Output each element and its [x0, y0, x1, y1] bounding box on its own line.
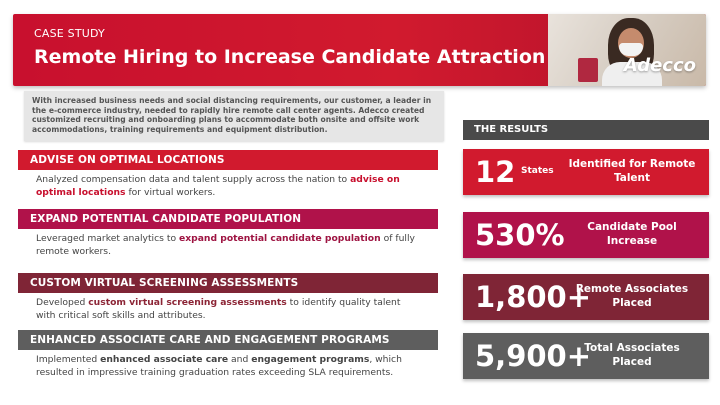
stat-description: Total Associates Placed: [584, 342, 680, 368]
section-heading-associate-care: ENHANCED ASSOCIATE CARE AND ENGAGEMENT P…: [18, 330, 438, 350]
stat-card-total-associates: 5,900+ Total Associates Placed: [463, 333, 709, 379]
shopping-bag-icon: [578, 58, 598, 82]
stat-value: 530%: [475, 218, 565, 252]
page-title: Remote Hiring to Increase Candidate Attr…: [34, 46, 546, 68]
stat-card-candidate-pool: 530% Candidate Pool Increase: [463, 212, 709, 258]
stat-value: 1,800+: [475, 280, 592, 314]
section-text-locations: Analyzed compensation data and talent su…: [36, 174, 400, 198]
section-heading-candidate-population: EXPAND POTENTIAL CANDIDATE POPULATION: [18, 209, 438, 229]
brand-logo: Adecco: [623, 55, 696, 76]
section-heading-screening: CUSTOM VIRTUAL SCREENING ASSESSMENTS: [18, 273, 438, 293]
header-photo: Adecco: [548, 14, 706, 86]
stat-unit: States: [521, 166, 554, 176]
section-text-candidate-population: Leveraged market analytics to expand pot…: [36, 233, 415, 257]
results-heading: THE RESULTS: [463, 120, 709, 140]
header-banner: CASE STUDY Remote Hiring to Increase Can…: [13, 14, 706, 86]
stat-description: Remote Associates Placed: [575, 283, 689, 309]
stat-card-remote-associates: 1,800+ Remote Associates Placed: [463, 274, 709, 320]
stat-description: Candidate Pool Increase: [587, 221, 677, 247]
stat-description: Identified for Remote Talent: [568, 158, 696, 184]
intro-summary: With increased business needs and social…: [24, 91, 444, 141]
stat-value: 5,900+: [475, 339, 592, 373]
stat-value: 12: [475, 155, 516, 189]
section-heading-locations: ADVISE ON OPTIMAL LOCATIONS: [18, 150, 438, 170]
section-text-screening: Developed custom virtual screening asses…: [36, 297, 401, 321]
section-text-associate-care: Implemented enhanced associate care and …: [36, 354, 402, 378]
stat-card-states: 12 States Identified for Remote Talent: [463, 149, 709, 195]
case-study-label: CASE STUDY: [34, 27, 105, 40]
